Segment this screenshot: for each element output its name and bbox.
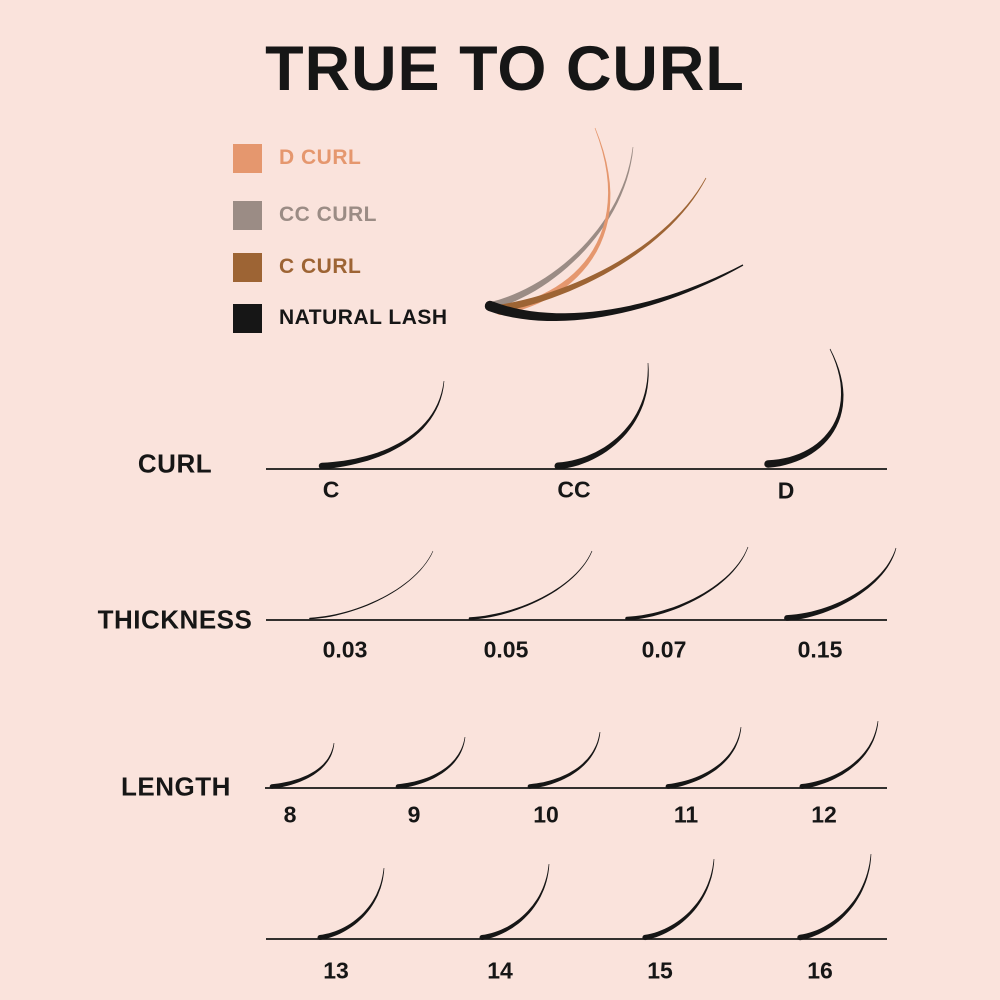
lash-curve <box>642 859 715 941</box>
thickness-tick: 0.05 <box>483 636 529 663</box>
lash-curve <box>309 550 434 620</box>
row-label-thickness: THICKNESS <box>97 604 253 635</box>
length-tick: 14 <box>487 957 513 984</box>
length-tick: 10 <box>533 801 559 828</box>
length-tick: 11 <box>673 801 699 828</box>
legend-item-label: D CURL <box>279 146 362 169</box>
length-tick: 16 <box>807 957 833 984</box>
lash-curve <box>625 546 749 621</box>
curl-tick-d: D <box>777 477 795 504</box>
curl-tick-c: C <box>322 476 340 503</box>
lash-curve <box>799 721 879 789</box>
legend-item-label: CC CURL <box>279 203 377 226</box>
lash-curve <box>318 381 445 470</box>
legend-item-d-curl: D CURL <box>233 143 361 173</box>
length-tick: 8 <box>283 801 297 828</box>
legend-item-cc-curl: CC CURL <box>233 200 377 230</box>
legend-item-label: C CURL <box>279 255 362 278</box>
lash-curve <box>797 854 872 941</box>
cc-curl-swatch-icon <box>233 200 262 230</box>
curl-tick-cc: CC <box>557 476 591 503</box>
thickness-tick: 0.15 <box>797 636 843 663</box>
row-label-length: LENGTH <box>121 771 231 802</box>
lash-curve <box>554 363 649 470</box>
length-tick: 12 <box>811 801 837 828</box>
thickness-tick: 0.03 <box>322 636 368 663</box>
lash-curve <box>269 743 335 789</box>
lash-curve <box>527 732 601 789</box>
lash-curve <box>764 348 844 468</box>
lash-curve <box>484 264 744 321</box>
lash-curve <box>479 864 550 940</box>
lash-curve <box>784 547 897 621</box>
lash-curve <box>665 727 742 789</box>
natural-lash-swatch-icon <box>233 303 262 333</box>
length-tick: 13 <box>323 957 349 984</box>
page-title: TRUE TO CURL <box>265 34 745 104</box>
lash-curve <box>496 127 611 316</box>
legend-item-natural-lash: NATURAL LASH <box>233 303 448 333</box>
lash-curve <box>468 550 593 620</box>
legend-item-c-curl: C CURL <box>233 252 361 282</box>
d-curl-swatch-icon <box>233 143 262 173</box>
legend-item-label: NATURAL LASH <box>279 306 448 329</box>
row-label-curl: CURL <box>137 448 213 479</box>
c-curl-swatch-icon <box>233 252 262 282</box>
length-tick: 15 <box>647 957 673 984</box>
thickness-tick: 0.07 <box>641 636 687 663</box>
lash-curve <box>317 868 385 940</box>
length-tick: 9 <box>407 801 421 828</box>
lash-curve <box>395 737 466 789</box>
